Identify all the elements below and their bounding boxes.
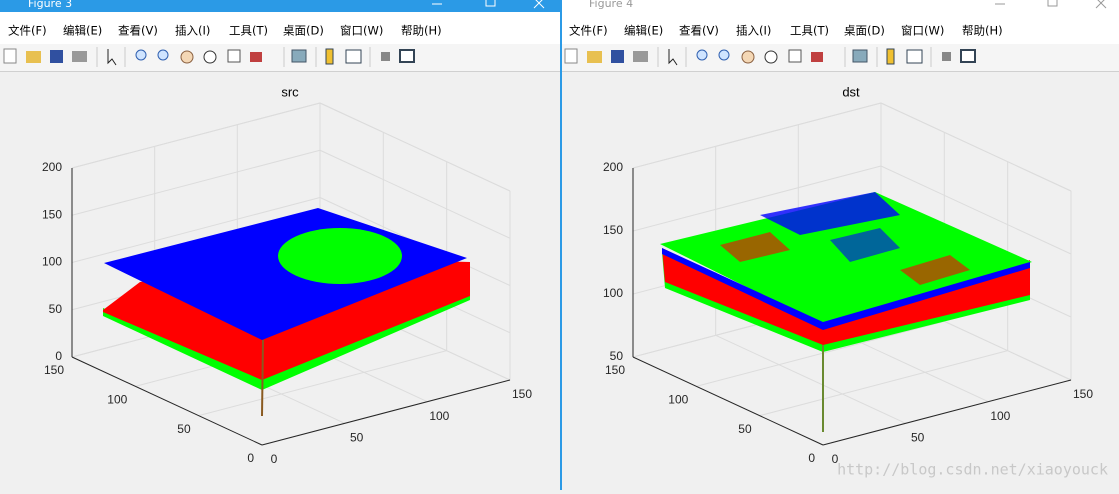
y-tick-label: 50 <box>177 422 191 436</box>
box-edge <box>632 102 882 169</box>
menu-item[interactable]: 窗口(W) <box>901 24 944 38</box>
grid-line <box>71 149 321 216</box>
grid-line <box>715 334 906 424</box>
window-controls[interactable] <box>995 0 1107 9</box>
x-tick-label: 150 <box>1073 387 1093 401</box>
grid-line <box>759 350 1008 417</box>
watermark: http://blog.csdn.net/xiaoyouck <box>837 461 1108 479</box>
x-tick-label: 50 <box>911 431 925 445</box>
axis-line <box>632 356 824 446</box>
z-tick-label: 0 <box>55 349 62 363</box>
z-tick-label: 50 <box>610 349 624 363</box>
box-edge <box>880 102 1072 192</box>
x-tick-label: 50 <box>350 431 364 445</box>
x-tick-label: 150 <box>512 387 532 401</box>
axis-line <box>71 356 263 446</box>
x-tick-label: 100 <box>429 409 449 423</box>
grid-line <box>198 350 447 417</box>
z-tick-label: 50 <box>49 302 63 316</box>
menu-item[interactable]: 查看(V) <box>679 24 719 38</box>
window-title: Figure 3 <box>28 0 72 10</box>
menu-item[interactable]: 工具(T) <box>790 24 829 38</box>
x-tick-label: 100 <box>990 409 1010 423</box>
grid-line <box>319 149 511 239</box>
axis-line <box>822 379 1072 446</box>
grid-line <box>696 320 945 387</box>
plot-title: src <box>281 84 299 99</box>
toolbar[interactable] <box>3 47 415 67</box>
surface-dst <box>660 192 1032 432</box>
menu-item[interactable]: 文件(F) <box>8 24 47 38</box>
z-tick-label: 100 <box>42 255 62 269</box>
menu-item[interactable]: 插入(I) <box>175 24 210 38</box>
y-tick-label: 100 <box>668 393 688 407</box>
plot-title: dst <box>842 84 860 99</box>
x-tick-label: 0 <box>832 452 839 466</box>
z-tick-label: 150 <box>603 223 623 237</box>
menu-item[interactable]: 桌面(D) <box>844 24 885 38</box>
menu-item[interactable]: 帮助(H) <box>401 24 442 38</box>
y-tick-label: 100 <box>107 393 127 407</box>
y-tick-label: 150 <box>44 363 64 377</box>
menu-item[interactable]: 查看(V) <box>118 24 158 38</box>
menu-item[interactable]: 桌面(D) <box>283 24 324 38</box>
z-tick-label: 200 <box>42 160 62 174</box>
y-tick-label: 0 <box>247 451 254 465</box>
menu-item[interactable]: 编辑(E) <box>63 24 102 38</box>
menu-item[interactable]: 帮助(H) <box>962 24 1003 38</box>
box-edge <box>319 102 511 192</box>
z-tick-label: 150 <box>42 207 62 221</box>
window-title: Figure 4 <box>589 0 633 10</box>
menu-item[interactable]: 工具(T) <box>229 24 268 38</box>
grid-line <box>71 197 321 263</box>
y-tick-label: 50 <box>738 422 752 436</box>
menu-item[interactable]: 编辑(E) <box>624 24 663 38</box>
x-tick-label: 0 <box>271 452 278 466</box>
z-tick-label: 100 <box>603 286 623 300</box>
menu-item[interactable]: 文件(F) <box>569 24 608 38</box>
box-edge <box>71 102 321 169</box>
grid-line <box>632 165 882 232</box>
menu-item[interactable]: 插入(I) <box>736 24 771 38</box>
axis-line <box>261 379 511 446</box>
menu-item[interactable]: 窗口(W) <box>340 24 383 38</box>
grid-line <box>880 165 1072 255</box>
y-tick-label: 0 <box>808 451 815 465</box>
window-controls[interactable] <box>432 0 545 9</box>
surface-src <box>103 208 470 416</box>
y-tick-label: 150 <box>605 363 625 377</box>
z-tick-label: 200 <box>603 160 623 174</box>
toolbar[interactable] <box>564 47 976 67</box>
